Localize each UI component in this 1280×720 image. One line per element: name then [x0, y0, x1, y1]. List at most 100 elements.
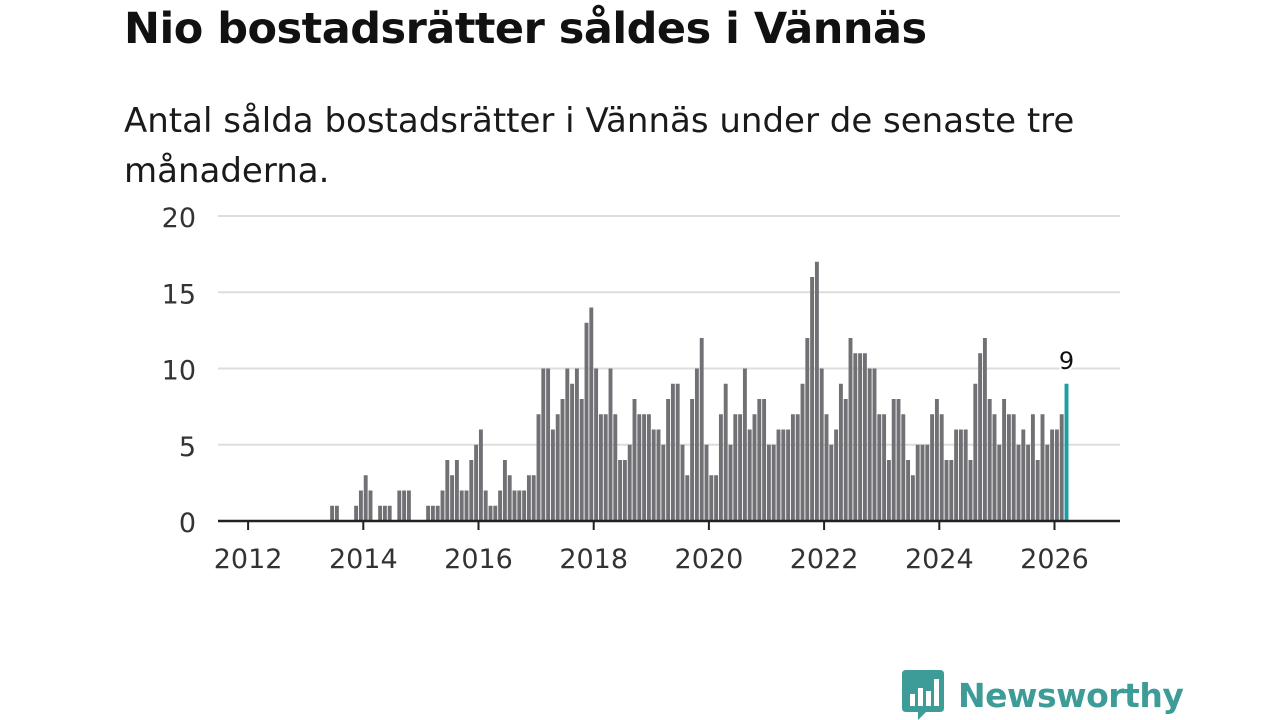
- bars: [330, 261, 1069, 521]
- y-tick-label: 10: [162, 356, 196, 387]
- bar: [694, 368, 699, 521]
- bar: [445, 460, 450, 521]
- axes: [218, 519, 1120, 530]
- chart-title: Nio bostadsrätter såldes i Vännäs: [124, 4, 927, 54]
- bar: [958, 429, 963, 521]
- bar: [800, 383, 805, 521]
- bar: [680, 444, 685, 521]
- bar: [882, 414, 887, 521]
- bar: [1054, 429, 1059, 521]
- bar: [963, 429, 968, 521]
- highlight-value-label: 9: [1059, 347, 1074, 375]
- bar: [430, 505, 435, 521]
- bar: [483, 490, 488, 521]
- bar: [810, 277, 815, 521]
- bar: [949, 460, 954, 521]
- bar: [867, 368, 872, 521]
- bar: [982, 338, 987, 521]
- bar: [762, 399, 767, 521]
- bar: [896, 399, 901, 521]
- bar: [1040, 414, 1045, 521]
- bar: [618, 460, 623, 521]
- bar: [354, 505, 359, 521]
- bar: [944, 460, 949, 521]
- bar: [723, 383, 728, 521]
- bar-chart-speech-icon: [902, 670, 944, 720]
- bar: [522, 490, 527, 521]
- brand-name: Newsworthy: [958, 675, 1184, 715]
- bar: [714, 475, 719, 521]
- bar: [474, 444, 479, 521]
- bar: [666, 399, 671, 521]
- bar: [613, 414, 618, 521]
- bar: [858, 353, 863, 521]
- bar: [406, 490, 411, 521]
- gridlines: [218, 215, 1120, 446]
- bar: [906, 460, 911, 521]
- bar: [728, 444, 733, 521]
- bar: [733, 414, 738, 521]
- bar: [1006, 414, 1011, 521]
- bar: [464, 490, 469, 521]
- bar: [886, 460, 891, 521]
- bar: [454, 460, 459, 521]
- bar: [704, 444, 709, 521]
- bar: [594, 368, 599, 521]
- bar: [550, 429, 555, 521]
- bar: [718, 414, 723, 521]
- y-tick-label: 20: [162, 203, 196, 234]
- bar: [622, 460, 627, 521]
- bar: [656, 429, 661, 521]
- bar: [627, 444, 632, 521]
- bar: [987, 399, 992, 521]
- bar: [757, 399, 762, 521]
- bar: [637, 414, 642, 521]
- x-tick-label: 2022: [790, 544, 859, 575]
- x-tick-label: 2014: [329, 544, 398, 575]
- bar: [752, 414, 757, 521]
- tick-labels: 0 5 10 15 20 9 2012 2014 2016 2018 2020 2022 2024 202…: [162, 203, 1089, 575]
- bar: [387, 505, 392, 521]
- bar: [738, 414, 743, 521]
- bar: [574, 368, 579, 521]
- bar: [536, 414, 541, 521]
- bar: [877, 414, 882, 521]
- bar: [382, 505, 387, 521]
- bar: [1035, 460, 1040, 521]
- bar: [925, 444, 930, 521]
- bar: [459, 490, 464, 521]
- highlight-bar: [1064, 383, 1069, 521]
- bar: [978, 353, 983, 521]
- bar: [670, 383, 675, 521]
- bar: [363, 475, 368, 521]
- bar: [675, 383, 680, 521]
- y-tick-label: 5: [179, 432, 196, 463]
- bar: [766, 444, 771, 521]
- bar: [934, 399, 939, 521]
- bar: [570, 383, 575, 521]
- bar: [661, 444, 666, 521]
- bar: [853, 353, 858, 521]
- bar: [843, 399, 848, 521]
- bar: [968, 460, 973, 521]
- bar: [469, 460, 474, 521]
- bar: [747, 429, 752, 521]
- bar: [358, 490, 363, 521]
- bar: [1026, 444, 1031, 521]
- bar: [397, 490, 402, 521]
- bar: [531, 475, 536, 521]
- bar: [872, 368, 877, 521]
- bar: [997, 444, 1002, 521]
- bar: [709, 475, 714, 521]
- bar: [690, 399, 695, 521]
- bar: [440, 490, 445, 521]
- bar: [334, 505, 339, 521]
- bar: [973, 383, 978, 521]
- bar: [685, 475, 690, 521]
- bar: [1050, 429, 1055, 521]
- bar: [862, 353, 867, 521]
- x-tick-label: 2026: [1020, 544, 1089, 575]
- chart-subtitle: Antal sålda bostadsrätter i Vännäs under…: [124, 101, 1075, 191]
- bar: [838, 383, 843, 521]
